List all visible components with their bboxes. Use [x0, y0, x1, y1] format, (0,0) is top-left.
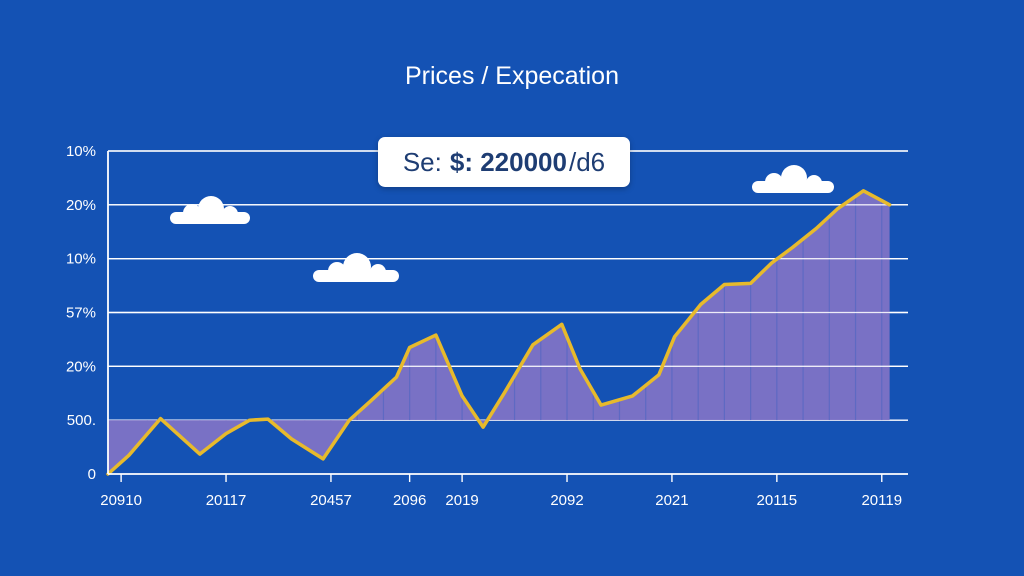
x-tick-label: 20910 [100, 492, 142, 509]
y-tick-label: 20% [66, 197, 96, 214]
y-tick-label: 10% [66, 251, 96, 268]
y-tick-label: 20% [66, 358, 96, 375]
x-tick-label: 2021 [655, 492, 688, 509]
chart-title: Prices / Expecation [405, 62, 619, 90]
x-tick-label: 2096 [393, 492, 426, 509]
x-tick-label: 2019 [445, 492, 478, 509]
series-line [106, 189, 892, 476]
y-tick-label: 0 [88, 466, 96, 483]
x-tick-label: 2092 [550, 492, 583, 509]
axes [107, 151, 908, 475]
y-axis-ticks: 0 500. 20% 57% 10% 20% 10% [66, 143, 96, 483]
cloud-icon [170, 196, 250, 224]
x-tick-label: 20115 [757, 492, 798, 509]
price-annotation-badge: Se: $: 220000 /d6 [378, 137, 630, 187]
y-tick-label: 57% [66, 305, 96, 322]
badge-value: $: 220000 [449, 146, 567, 177]
y-tick-label: 500. [67, 412, 96, 429]
x-tick-label: 20457 [310, 492, 352, 509]
badge-prefix: Se: [402, 146, 442, 177]
y-tick-label: 10% [66, 143, 96, 160]
x-axis-ticks: 20910 20117 20457 2096 2019 2092 2021 20115 2011… [100, 474, 902, 509]
cloud-icon [313, 253, 399, 282]
x-tick-label: 20119 [861, 492, 902, 509]
badge-suffix: /d6 [568, 146, 606, 177]
x-tick-label: 20117 [206, 492, 247, 509]
cloud-icon [752, 165, 834, 193]
area-fill [108, 190, 890, 475]
